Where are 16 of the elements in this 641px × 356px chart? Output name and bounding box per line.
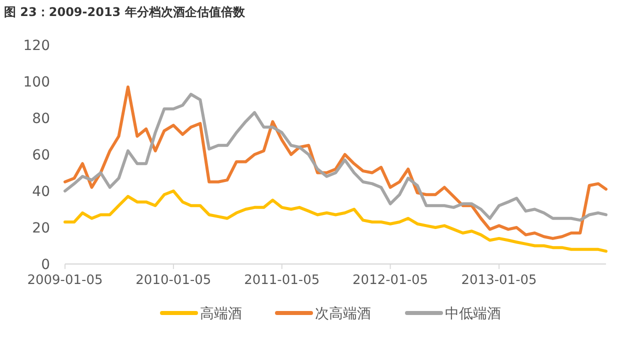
y-tick-label: 80 bbox=[32, 111, 50, 127]
y-tick-label: 20 bbox=[32, 220, 50, 236]
legend-label: 高端酒 bbox=[200, 306, 242, 322]
legend-label: 中低端酒 bbox=[445, 306, 501, 322]
x-tick-label: 2010-01-05 bbox=[136, 273, 212, 288]
x-tick-label: 2011-01-05 bbox=[244, 273, 320, 288]
x-tick-label: 2009-01-05 bbox=[27, 273, 103, 288]
y-tick-label: 100 bbox=[23, 74, 50, 90]
y-tick-label: 60 bbox=[32, 148, 50, 164]
y-tick-label: 120 bbox=[23, 38, 50, 54]
y-tick-label: 0 bbox=[41, 257, 50, 273]
chart-title: 图 23：2009-2013 年分档次酒企估值倍数 bbox=[4, 5, 246, 19]
y-tick-label: 40 bbox=[32, 184, 50, 200]
x-tick-label: 2012-01-05 bbox=[352, 273, 428, 288]
legend-label: 次高端酒 bbox=[315, 306, 371, 322]
x-tick-label: 2013-01-05 bbox=[461, 273, 537, 288]
